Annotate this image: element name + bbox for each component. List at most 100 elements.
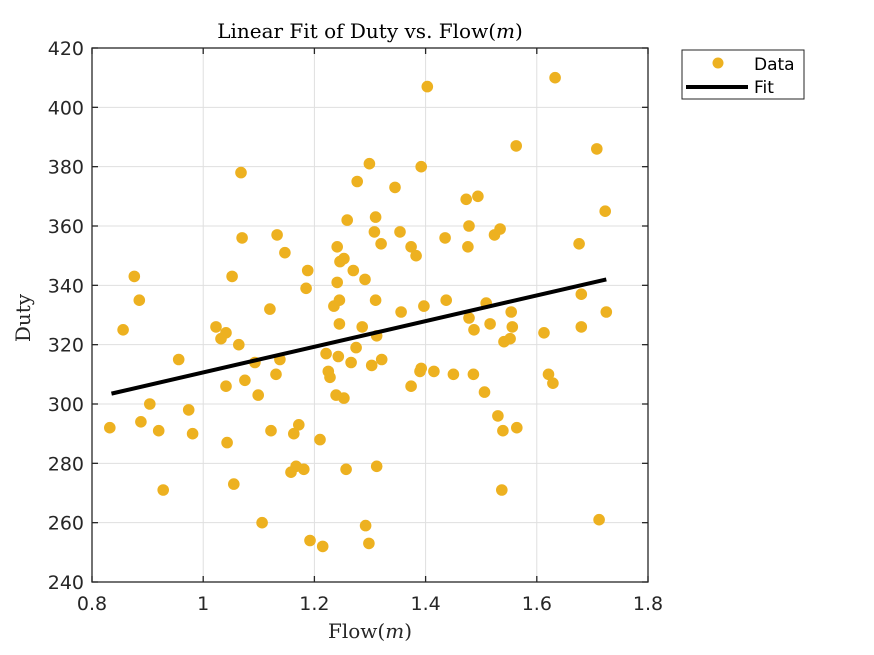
data-point — [128, 270, 141, 283]
data-point — [542, 368, 555, 381]
data-point — [338, 252, 350, 265]
data-point — [463, 312, 475, 324]
data-point — [593, 513, 605, 526]
data-point — [301, 264, 314, 277]
data-point — [359, 273, 371, 286]
data-point — [415, 160, 428, 173]
data-point — [333, 318, 346, 330]
data-point — [363, 537, 375, 550]
x-tick-label: 0.8 — [77, 593, 107, 615]
data-point — [363, 157, 376, 170]
ticks — [91, 47, 649, 583]
data-point — [279, 246, 291, 259]
data-point — [600, 306, 613, 318]
data-point — [547, 377, 559, 390]
data-point — [350, 341, 362, 354]
y-tick-label: 360 — [48, 216, 84, 238]
data-point — [421, 80, 434, 93]
data-point — [575, 321, 588, 333]
data-point — [368, 226, 381, 238]
data-point — [186, 427, 199, 440]
data-point — [484, 318, 496, 330]
data-point — [415, 362, 428, 375]
y-tick-label: 400 — [48, 97, 84, 119]
legend: Data Fit — [681, 49, 805, 100]
data-point — [410, 249, 422, 262]
data-point — [359, 519, 372, 532]
y-tick-label: 320 — [48, 335, 84, 357]
data-point — [506, 321, 519, 333]
legend-label-data: Data — [754, 55, 795, 75]
data-point — [439, 232, 451, 244]
data-point — [467, 368, 480, 381]
data-point — [573, 238, 585, 250]
data-point — [235, 166, 247, 179]
data-point — [252, 389, 264, 401]
y-tick-labels: 240 260 280 300 320 340 360 380 400 420 — [48, 38, 84, 594]
data-point — [293, 419, 305, 431]
data-point — [497, 424, 509, 437]
data-point — [172, 353, 185, 366]
data-point — [468, 324, 480, 336]
data-point — [233, 338, 245, 351]
data-point — [316, 540, 329, 553]
chart-title: Linear Fit of Duty vs. Flow(m) — [217, 19, 523, 43]
data-point — [405, 241, 417, 253]
data-point — [117, 324, 129, 336]
data-point — [324, 371, 336, 384]
data-point — [320, 347, 332, 360]
data-point — [104, 421, 116, 434]
data-point — [239, 374, 251, 387]
data-point — [298, 463, 310, 476]
data-point — [369, 211, 382, 223]
data-point — [375, 353, 388, 366]
y-tick-label: 380 — [48, 157, 84, 179]
data-point — [375, 238, 387, 250]
y-tick-label: 300 — [48, 394, 84, 416]
data-point — [418, 300, 430, 312]
data-point — [395, 306, 407, 318]
data-point — [347, 264, 360, 277]
legend-label-fit: Fit — [754, 78, 774, 98]
x-tick-label: 1.2 — [299, 593, 329, 615]
data-point — [144, 398, 156, 410]
data-point — [226, 270, 238, 283]
data-point — [447, 368, 460, 381]
data-point — [549, 71, 561, 84]
data-point — [538, 327, 550, 339]
data-series — [104, 71, 613, 553]
data-point — [389, 181, 401, 194]
data-point — [428, 365, 440, 378]
x-tick-label: 1.8 — [633, 593, 663, 615]
data-point — [575, 288, 588, 301]
data-point — [505, 306, 517, 318]
data-point — [370, 460, 383, 473]
x-tick-label: 1 — [197, 593, 209, 615]
data-point — [504, 332, 516, 345]
x-tick-labels: 0.8 1 1.2 1.4 1.6 1.8 — [77, 593, 663, 615]
x-axis-label: Flow(m) — [328, 619, 412, 643]
data-point — [405, 380, 417, 393]
y-tick-label: 260 — [48, 513, 84, 535]
data-point — [135, 416, 147, 428]
data-point — [341, 214, 354, 226]
data-point — [356, 321, 369, 333]
data-point — [333, 294, 346, 307]
data-point — [338, 392, 350, 404]
data-point — [460, 193, 473, 206]
data-point — [220, 380, 232, 393]
data-point — [472, 190, 484, 203]
data-point — [332, 350, 345, 363]
data-point — [510, 140, 522, 152]
data-point — [152, 424, 165, 437]
data-point — [496, 484, 508, 496]
data-point — [369, 294, 382, 307]
data-point — [236, 232, 248, 244]
data-point — [340, 463, 352, 476]
legend-data-marker — [712, 57, 724, 69]
data-point — [133, 294, 146, 307]
data-point — [221, 436, 233, 449]
data-point — [492, 410, 504, 422]
data-point — [182, 404, 195, 416]
